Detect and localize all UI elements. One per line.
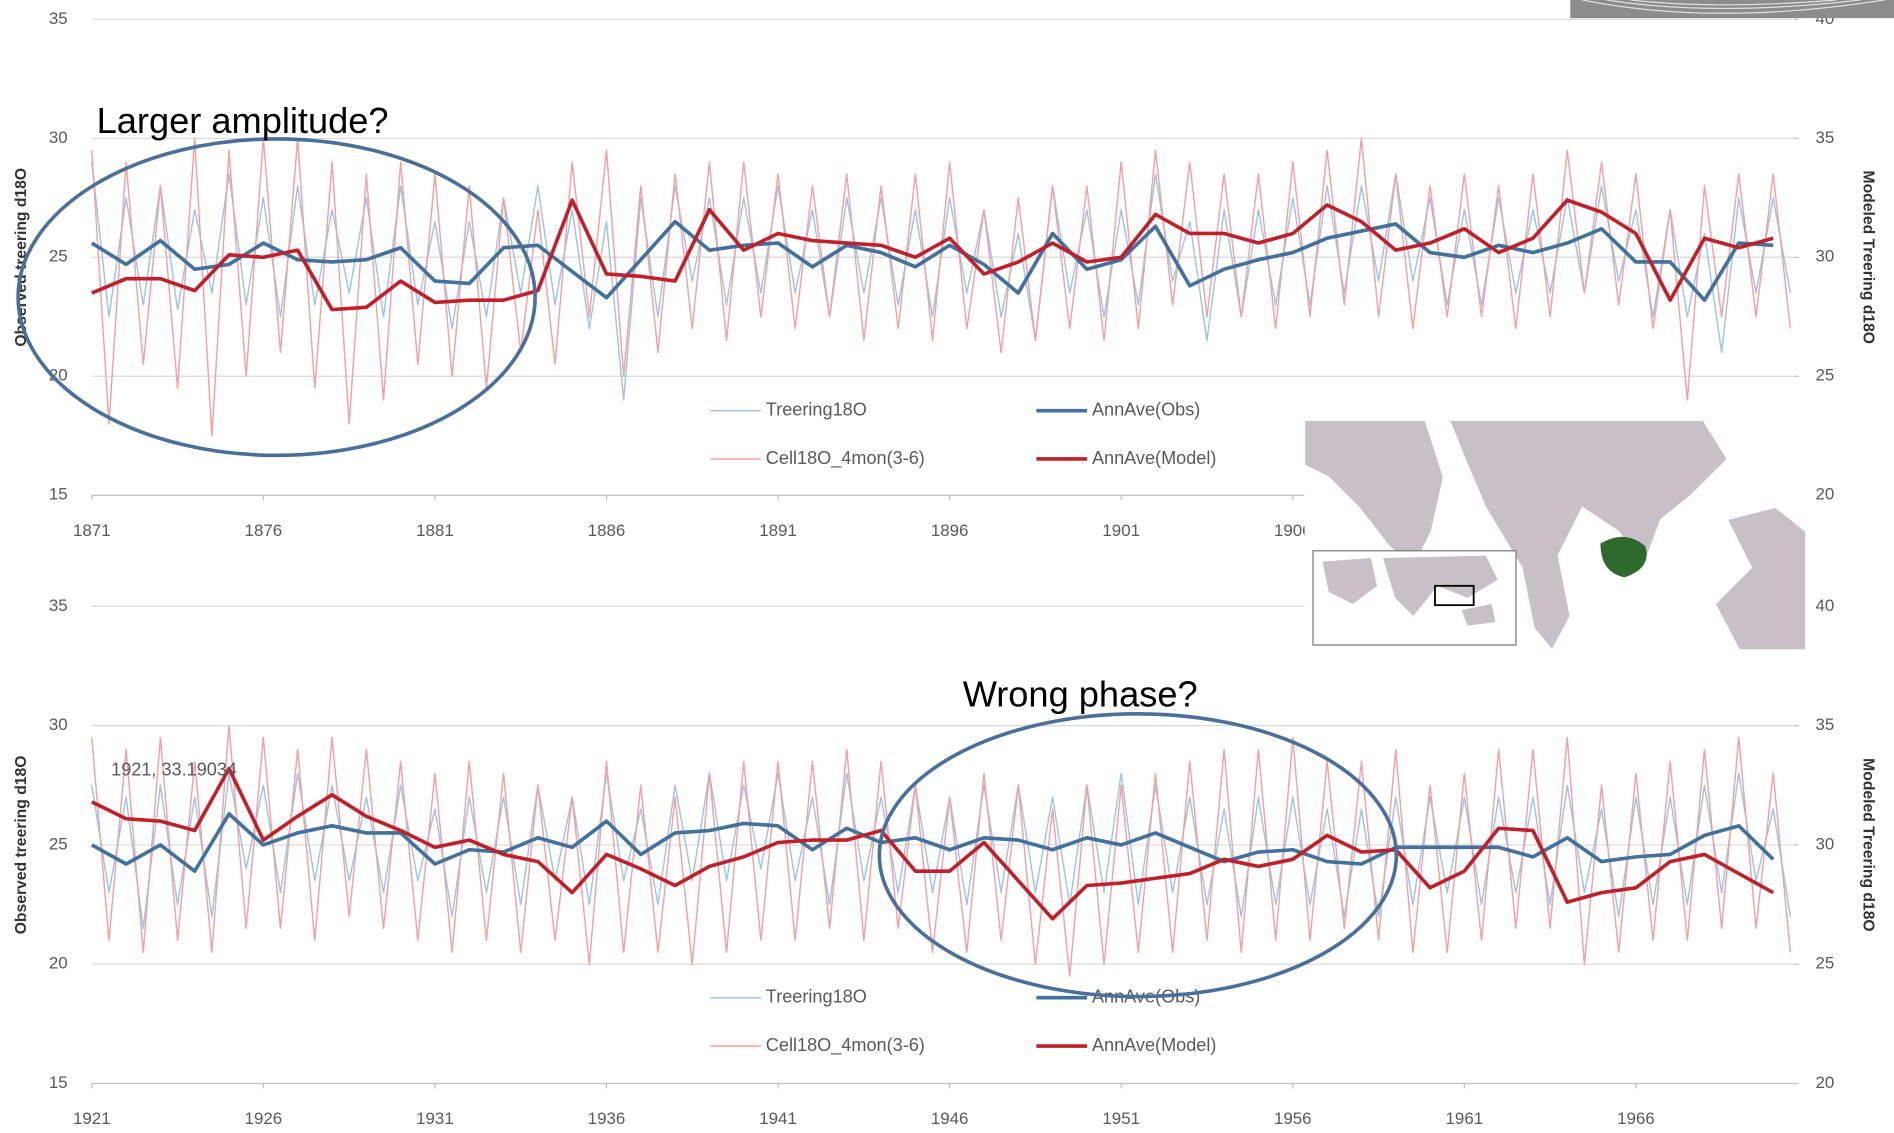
y-tick-label: 15 <box>49 485 68 504</box>
y-axis-title: Observed treering d18O <box>13 756 30 935</box>
annotation: 1921, 33.19034 <box>111 759 237 779</box>
y-tick-label: 15 <box>49 1073 68 1092</box>
highlight-ellipse <box>877 712 1399 999</box>
legend-label: Cell18O_4mon(3-6) <box>766 1035 925 1056</box>
y-tick-label: 35 <box>49 9 68 28</box>
annotation: Wrong phase? <box>963 674 1198 715</box>
y2-tick-label: 40 <box>1815 596 1834 615</box>
world-land <box>1322 555 1498 626</box>
series-line <box>91 724 1792 977</box>
y2-tick-label: 30 <box>1815 834 1834 853</box>
legend-label: AnnAve(Model) <box>1092 448 1216 468</box>
series-line <box>91 772 1792 930</box>
x-tick-label: 1941 <box>759 1109 797 1128</box>
y-tick-label: 30 <box>49 128 68 147</box>
y-tick-label: 35 <box>49 596 68 615</box>
x-tick-label: 1876 <box>245 521 283 540</box>
y-tick-label: 30 <box>49 715 68 734</box>
legend-label: AnnAve(Model) <box>1092 1035 1216 1055</box>
y2-tick-label: 25 <box>1815 954 1834 973</box>
y-tick-label: 20 <box>49 954 68 973</box>
x-tick-label: 1906 <box>1274 521 1312 540</box>
x-tick-label: 1961 <box>1446 1109 1484 1128</box>
x-tick-label: 1901 <box>1102 521 1140 540</box>
annotation: Larger amplitude? <box>97 100 389 141</box>
legend-label: Treering18O <box>766 399 867 419</box>
bottom-panel: 15 20 25 30 35 20 25 30 35 40 1921 1926 1931 1936 1941… <box>13 596 1876 1128</box>
x-tick-label: 1946 <box>931 1109 969 1128</box>
y2-axis-title: Modeled Treering d18O <box>1859 171 1876 344</box>
x-tick-label: 1871 <box>73 521 111 540</box>
x-tick-label: 1926 <box>245 1109 283 1128</box>
x-tick-label: 1921 <box>73 1109 111 1128</box>
x-tick-label: 1966 <box>1617 1109 1655 1128</box>
x-tick-label: 1896 <box>931 521 969 540</box>
y-tick-label: 20 <box>49 366 68 385</box>
x-tick-label: 1936 <box>588 1109 626 1128</box>
series-line <box>91 137 1792 437</box>
series-line <box>91 198 1774 312</box>
y2-tick-label: 30 <box>1815 247 1834 266</box>
map-highlight <box>1600 536 1647 578</box>
x-tick-label: 1951 <box>1102 1109 1140 1128</box>
highlight-ellipse <box>16 137 537 458</box>
y2-axis-title: Modeled Treering d18O <box>1859 758 1876 931</box>
legend-label: AnnAve(Obs) <box>1092 399 1200 419</box>
y2-tick-label: 35 <box>1815 715 1834 734</box>
x-tick-label: 1881 <box>416 521 454 540</box>
map-inset <box>1303 419 1807 651</box>
x-tick-label: 1931 <box>416 1109 454 1128</box>
x-tick-label: 1886 <box>588 521 626 540</box>
x-tick-label: 1956 <box>1274 1109 1312 1128</box>
y2-tick-label: 25 <box>1815 366 1834 385</box>
legend-label: Cell18O_4mon(3-6) <box>766 448 925 469</box>
y-tick-label: 25 <box>49 247 68 266</box>
map-land <box>1448 419 1729 651</box>
series-line <box>91 766 1775 921</box>
photo <box>1570 0 1894 19</box>
map-land <box>1714 506 1807 651</box>
x-tick-label: 1891 <box>759 521 797 540</box>
y2-tick-label: 20 <box>1815 1073 1834 1092</box>
series-line <box>90 812 1775 873</box>
y2-tick-label: 20 <box>1815 485 1834 504</box>
tree-ring-photo <box>1570 0 1894 19</box>
y2-tick-label: 35 <box>1815 128 1834 147</box>
photo-rings <box>1582 0 1885 14</box>
legend-label: Treering18O <box>766 986 867 1006</box>
world-inset-frame <box>1434 584 1475 607</box>
y-tick-label: 25 <box>49 834 68 853</box>
